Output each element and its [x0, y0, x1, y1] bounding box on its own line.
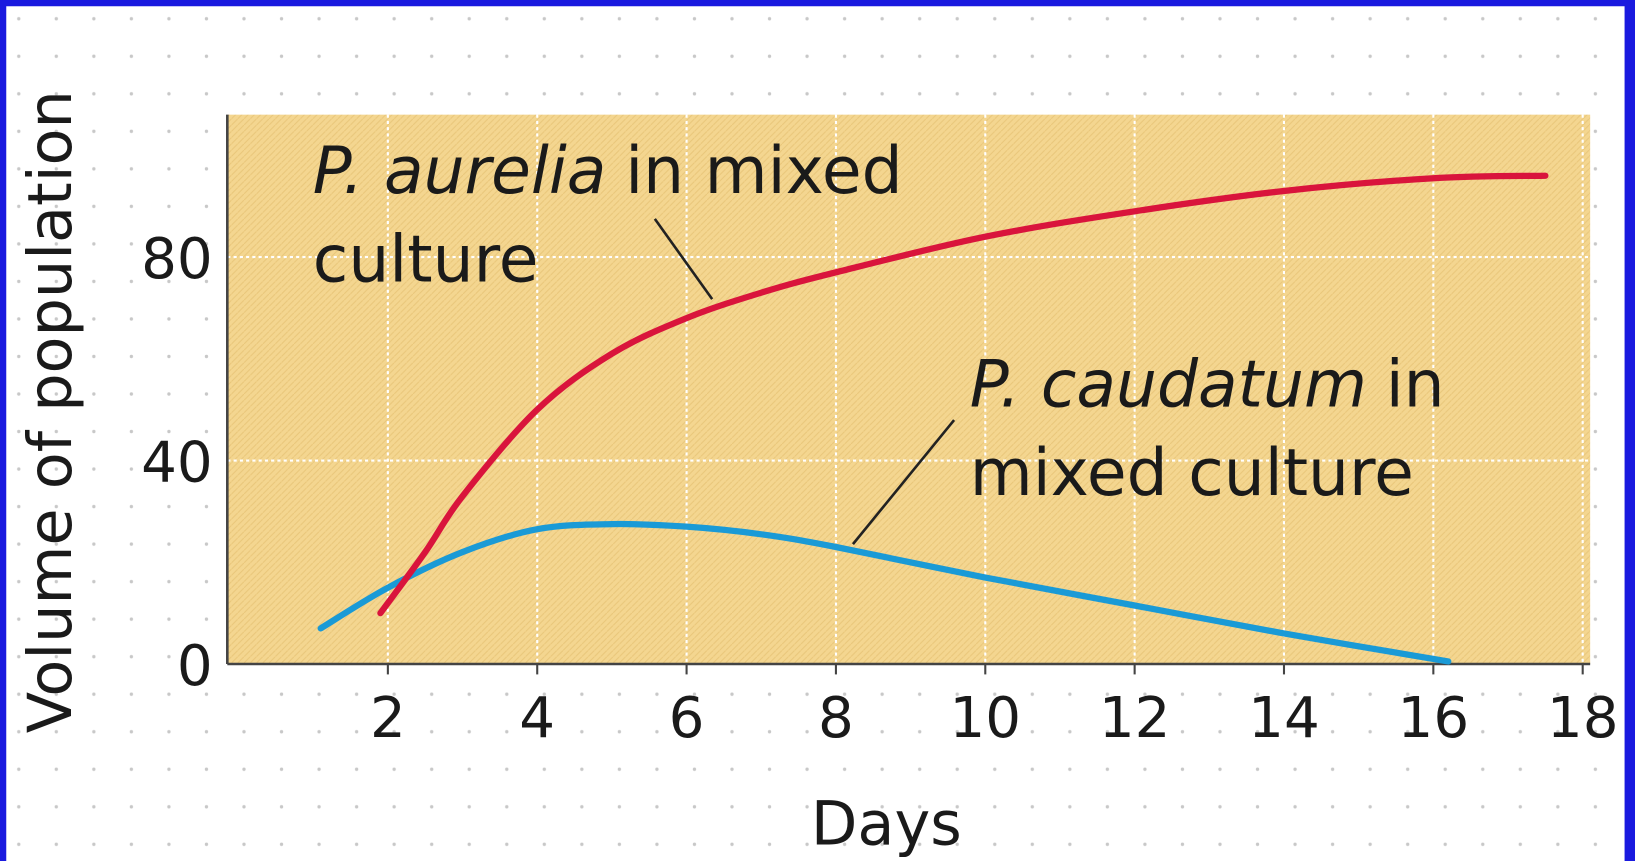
x-tick-label: 6 — [669, 686, 705, 751]
y-tick-label: 0 — [177, 634, 213, 699]
y-tick-label: 40 — [141, 430, 213, 495]
species-name: P. aurelia — [313, 134, 607, 209]
species-name: P. caudatum — [970, 348, 1367, 423]
y-tick-label: 80 — [141, 227, 213, 292]
annotation-text: in — [1386, 348, 1445, 423]
annotation: P. aurelia in mixed — [313, 134, 903, 209]
plot-area — [227, 114, 1591, 664]
x-tick-label: 12 — [1099, 686, 1171, 751]
annotation: culture — [313, 222, 539, 297]
annotation: mixed culture — [970, 436, 1414, 511]
annotation-text: in mixed — [625, 134, 902, 209]
x-tick-label: 10 — [949, 686, 1021, 751]
x-tick-label: 14 — [1248, 686, 1320, 751]
series-line — [377, 172, 1549, 617]
x-axis-label: Days — [811, 789, 962, 859]
leader-line — [851, 419, 956, 545]
leader-line — [653, 218, 714, 300]
annotation: P. caudatum in — [970, 348, 1445, 423]
y-axis-label: Volume of population — [16, 90, 86, 733]
x-tick-label: 18 — [1547, 686, 1619, 751]
x-tick-label: 4 — [519, 686, 555, 751]
x-tick-label: 8 — [818, 686, 854, 751]
x-tick-label: 2 — [370, 686, 406, 751]
series-line — [317, 520, 1452, 665]
x-tick-label: 16 — [1398, 686, 1470, 751]
